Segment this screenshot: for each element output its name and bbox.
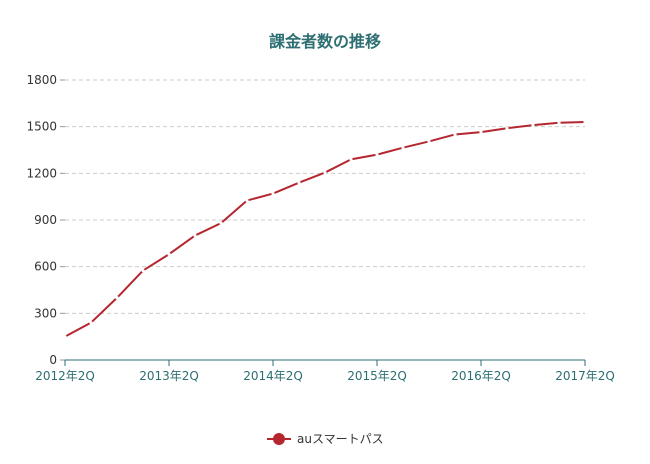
axes: 0 300 600 900 1200 1500 1800 2012年2Q 2013年2Q 2014… (26, 73, 614, 383)
data-point[interactable] (141, 268, 145, 273)
data-point[interactable] (167, 252, 171, 256)
data-point[interactable] (323, 170, 327, 175)
data-point[interactable] (427, 139, 431, 144)
data-point[interactable] (531, 123, 535, 127)
data-point[interactable] (245, 198, 249, 203)
ytick-label: 1500 (26, 120, 57, 134)
grid-lines (65, 79, 585, 314)
legend-marker-icon (273, 433, 285, 445)
ytick-label: 900 (34, 213, 57, 227)
xtick-label: 2016年2Q (451, 369, 511, 383)
chart-title: 課金者数の推移 (269, 32, 381, 51)
data-point[interactable] (375, 153, 379, 157)
data-point[interactable] (401, 146, 405, 150)
xtick-label: 2014年2Q (243, 369, 303, 383)
data-point[interactable] (505, 126, 509, 130)
ytick-label: 300 (34, 306, 57, 320)
data-point[interactable] (193, 233, 197, 238)
data-point[interactable] (63, 335, 67, 339)
data-point[interactable] (453, 132, 457, 137)
legend-label: auスマートパス (297, 432, 384, 446)
xtick-label: 2012年2Q (35, 369, 95, 383)
data-point[interactable] (271, 191, 275, 196)
legend[interactable]: auスマートパス (267, 432, 384, 446)
data-point[interactable] (297, 181, 301, 185)
data-point[interactable] (349, 157, 353, 161)
xtick-label: 2013年2Q (139, 369, 199, 383)
data-point[interactable] (583, 120, 587, 124)
data-point[interactable] (219, 221, 223, 225)
xtick-label: 2017年2Q (555, 369, 615, 383)
ytick-label: 0 (49, 353, 57, 367)
data-point[interactable] (557, 121, 561, 125)
data-point[interactable] (479, 130, 483, 134)
series-layer (63, 120, 587, 339)
ytick-label: 1800 (26, 73, 57, 87)
data-point[interactable] (89, 321, 93, 325)
series-line[interactable] (64, 121, 586, 338)
xtick-label: 2015年2Q (347, 369, 407, 383)
data-point[interactable] (115, 296, 119, 300)
ytick-label: 1200 (26, 166, 57, 180)
ytick-label: 600 (34, 260, 57, 274)
